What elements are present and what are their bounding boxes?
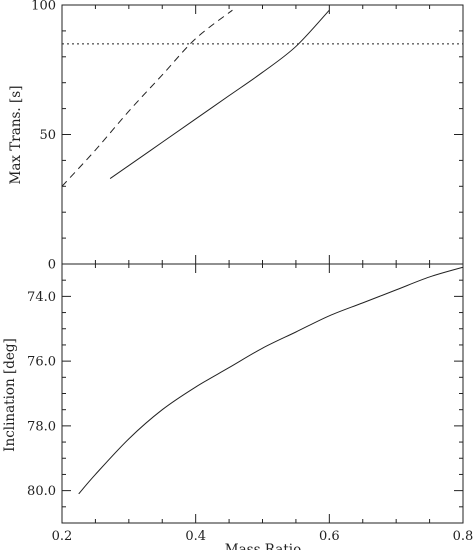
bottom-y-tick-label: 74.0	[27, 290, 56, 305]
bottom-y-tick-label: 78.0	[27, 419, 56, 434]
top-y-tick-label: 50	[39, 128, 56, 143]
bottom-y-tick-label: 80.0	[27, 484, 56, 499]
x-tick-label: 0.6	[319, 529, 340, 544]
x-tick-label: 0.8	[453, 529, 474, 544]
top-y-tick-label: 0	[48, 258, 56, 273]
bottom-plot-frame	[61, 263, 464, 524]
bottom-y-tick-label: 76.0	[27, 355, 56, 370]
x-axis-title: Mass Ratio	[225, 542, 301, 550]
x-tick-label: 0.4	[185, 529, 206, 544]
top-panel: 0 50 100	[31, 0, 464, 273]
bottom-series-solid	[78, 266, 464, 495]
top-series-solid	[109, 9, 330, 179]
bottom-panel: 74.0 76.0 78.0 80.0 0.2 0.4 0.6 0.8	[27, 263, 474, 544]
top-series-dashed	[61, 9, 233, 187]
top-y-axis-title: Max Trans. [s]	[8, 86, 24, 185]
bottom-y-axis-title: Inclination [deg]	[2, 338, 18, 452]
top-y-tick-label: 100	[31, 0, 56, 14]
x-tick-label: 0.2	[52, 529, 73, 544]
